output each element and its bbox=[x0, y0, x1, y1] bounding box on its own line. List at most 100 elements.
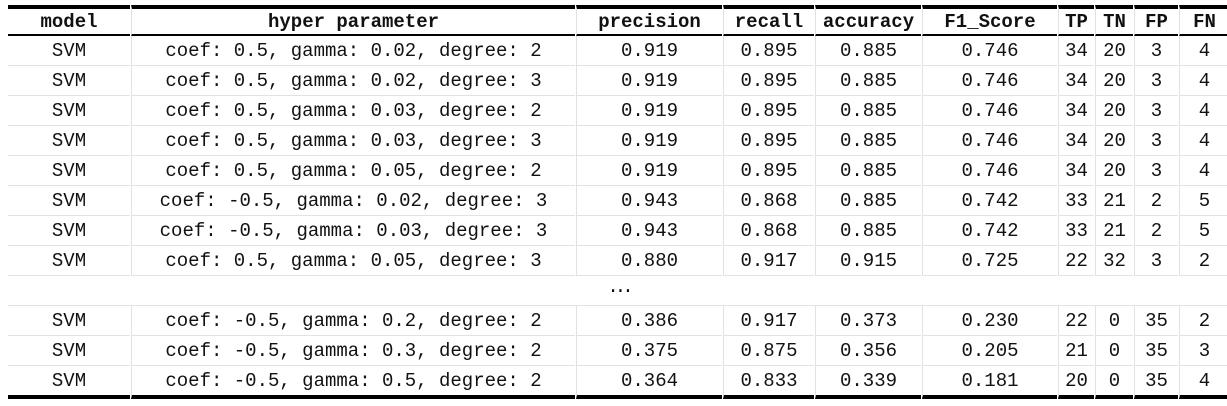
cell-model: SVM bbox=[8, 306, 130, 336]
cell-tn: 20 bbox=[1095, 66, 1133, 96]
cell-f1-score: 0.230 bbox=[922, 306, 1057, 336]
cell-fn: 5 bbox=[1179, 186, 1227, 216]
column-header-model: model bbox=[8, 5, 130, 36]
cell-tn: 20 bbox=[1095, 36, 1133, 66]
cell-fp: 3 bbox=[1134, 126, 1178, 156]
cell-recall: 0.833 bbox=[723, 366, 814, 399]
cell-hyper-parameter: coef: -0.5, gamma: 0.5, degree: 2 bbox=[131, 366, 575, 399]
cell-fn: 4 bbox=[1179, 366, 1227, 399]
cell-f1-score: 0.746 bbox=[922, 66, 1057, 96]
cell-precision: 0.880 bbox=[576, 246, 722, 276]
cell-fp: 3 bbox=[1134, 36, 1178, 66]
table-row: SVM coef: -0.5, gamma: 0.2, degree: 2 0.38… bbox=[8, 306, 1227, 336]
cell-fn: 5 bbox=[1179, 216, 1227, 246]
cell-fp: 35 bbox=[1134, 366, 1178, 399]
results-table: model hyper parameter precision recall accur… bbox=[7, 5, 1227, 399]
cell-fn: 2 bbox=[1179, 306, 1227, 336]
cell-accuracy: 0.885 bbox=[815, 36, 921, 66]
cell-fn: 4 bbox=[1179, 96, 1227, 126]
cell-fp: 3 bbox=[1134, 156, 1178, 186]
cell-recall: 0.917 bbox=[723, 306, 814, 336]
cell-fp: 35 bbox=[1134, 336, 1178, 366]
cell-fn: 4 bbox=[1179, 126, 1227, 156]
column-header-tp: TP bbox=[1058, 5, 1094, 36]
cell-recall: 0.895 bbox=[723, 96, 814, 126]
cell-hyper-parameter: coef: -0.5, gamma: 0.03, degree: 3 bbox=[131, 216, 575, 246]
cell-hyper-parameter: coef: -0.5, gamma: 0.3, degree: 2 bbox=[131, 336, 575, 366]
cell-accuracy: 0.915 bbox=[815, 246, 921, 276]
cell-f1-score: 0.746 bbox=[922, 96, 1057, 126]
table-row: SVM coef: -0.5, gamma: 0.3, degree: 2 0.37… bbox=[8, 336, 1227, 366]
cell-tn: 20 bbox=[1095, 156, 1133, 186]
cell-hyper-parameter: coef: -0.5, gamma: 0.02, degree: 3 bbox=[131, 186, 575, 216]
column-header-hyper-parameter: hyper parameter bbox=[131, 5, 575, 36]
cell-hyper-parameter: coef: 0.5, gamma: 0.05, degree: 3 bbox=[131, 246, 575, 276]
cell-fn: 4 bbox=[1179, 66, 1227, 96]
cell-accuracy: 0.885 bbox=[815, 96, 921, 126]
column-header-accuracy: accuracy bbox=[815, 5, 921, 36]
table-body: SVM coef: 0.5, gamma: 0.02, degree: 2 0.91… bbox=[8, 36, 1227, 399]
column-header-fn: FN bbox=[1179, 5, 1227, 36]
cell-fp: 3 bbox=[1134, 66, 1178, 96]
table-header: model hyper parameter precision recall accur… bbox=[8, 5, 1227, 36]
cell-precision: 0.364 bbox=[576, 366, 722, 399]
cell-recall: 0.895 bbox=[723, 36, 814, 66]
cell-tp: 34 bbox=[1058, 66, 1094, 96]
cell-hyper-parameter: coef: -0.5, gamma: 0.2, degree: 2 bbox=[131, 306, 575, 336]
cell-hyper-parameter: coef: 0.5, gamma: 0.02, degree: 3 bbox=[131, 66, 575, 96]
column-header-fp: FP bbox=[1134, 5, 1178, 36]
cell-fn: 4 bbox=[1179, 156, 1227, 186]
cell-accuracy: 0.885 bbox=[815, 126, 921, 156]
cell-accuracy: 0.339 bbox=[815, 366, 921, 399]
cell-precision: 0.375 bbox=[576, 336, 722, 366]
cell-tp: 34 bbox=[1058, 156, 1094, 186]
cell-model: SVM bbox=[8, 336, 130, 366]
column-header-recall: recall bbox=[723, 5, 814, 36]
table-row: SVM coef: 0.5, gamma: 0.05, degree: 3 0.88… bbox=[8, 246, 1227, 276]
cell-recall: 0.895 bbox=[723, 66, 814, 96]
cell-f1-score: 0.742 bbox=[922, 216, 1057, 246]
cell-accuracy: 0.885 bbox=[815, 156, 921, 186]
cell-precision: 0.919 bbox=[576, 96, 722, 126]
cell-tp: 34 bbox=[1058, 126, 1094, 156]
cell-f1-score: 0.746 bbox=[922, 126, 1057, 156]
cell-fp: 2 bbox=[1134, 216, 1178, 246]
cell-model: SVM bbox=[8, 66, 130, 96]
cell-precision: 0.943 bbox=[576, 186, 722, 216]
cell-accuracy: 0.885 bbox=[815, 216, 921, 246]
column-header-f1-score: F1_Score bbox=[922, 5, 1057, 36]
cell-accuracy: 0.885 bbox=[815, 66, 921, 96]
cell-tp: 34 bbox=[1058, 36, 1094, 66]
cell-tn: 20 bbox=[1095, 96, 1133, 126]
cell-tp: 33 bbox=[1058, 216, 1094, 246]
cell-f1-score: 0.725 bbox=[922, 246, 1057, 276]
table-row: SVM coef: 0.5, gamma: 0.05, degree: 2 0.91… bbox=[8, 156, 1227, 186]
cell-tn: 21 bbox=[1095, 216, 1133, 246]
cell-model: SVM bbox=[8, 216, 130, 246]
ellipsis-row: ··· bbox=[8, 276, 1227, 306]
cell-recall: 0.875 bbox=[723, 336, 814, 366]
cell-hyper-parameter: coef: 0.5, gamma: 0.03, degree: 3 bbox=[131, 126, 575, 156]
cell-precision: 0.919 bbox=[576, 156, 722, 186]
cell-model: SVM bbox=[8, 156, 130, 186]
cell-recall: 0.895 bbox=[723, 156, 814, 186]
cell-tn: 0 bbox=[1095, 336, 1133, 366]
cell-hyper-parameter: coef: 0.5, gamma: 0.03, degree: 2 bbox=[131, 96, 575, 126]
cell-f1-score: 0.181 bbox=[922, 366, 1057, 399]
cell-tn: 0 bbox=[1095, 306, 1133, 336]
column-header-precision: precision bbox=[576, 5, 722, 36]
cell-tn: 0 bbox=[1095, 366, 1133, 399]
cell-tn: 20 bbox=[1095, 126, 1133, 156]
cell-fp: 35 bbox=[1134, 306, 1178, 336]
header-row: model hyper parameter precision recall accur… bbox=[8, 5, 1227, 36]
cell-hyper-parameter: coef: 0.5, gamma: 0.05, degree: 2 bbox=[131, 156, 575, 186]
cell-tp: 33 bbox=[1058, 186, 1094, 216]
cell-recall: 0.895 bbox=[723, 126, 814, 156]
cell-model: SVM bbox=[8, 246, 130, 276]
cell-model: SVM bbox=[8, 126, 130, 156]
cell-f1-score: 0.746 bbox=[922, 156, 1057, 186]
cell-recall: 0.868 bbox=[723, 216, 814, 246]
cell-tn: 32 bbox=[1095, 246, 1133, 276]
cell-f1-score: 0.746 bbox=[922, 36, 1057, 66]
cell-model: SVM bbox=[8, 186, 130, 216]
